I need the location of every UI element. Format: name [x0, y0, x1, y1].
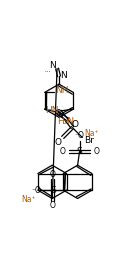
Text: O: O	[50, 201, 56, 210]
Text: H₂N: H₂N	[58, 117, 75, 126]
Text: S: S	[50, 186, 56, 195]
Text: N: N	[49, 61, 56, 70]
Text: O: O	[54, 138, 61, 147]
Text: Na⁺: Na⁺	[84, 128, 99, 138]
Text: O: O	[50, 170, 56, 179]
Text: ⋯: ⋯	[45, 68, 50, 73]
Text: Na⁺: Na⁺	[21, 196, 36, 205]
Text: O: O	[71, 120, 78, 129]
Text: N: N	[60, 71, 67, 80]
Text: O: O	[60, 147, 66, 156]
Text: HN: HN	[45, 106, 59, 115]
Text: ⁻O: ⁻O	[75, 131, 84, 140]
Text: Br: Br	[84, 136, 94, 145]
Text: NH: NH	[56, 86, 69, 95]
Text: S: S	[77, 147, 82, 156]
Text: ⁻O: ⁻O	[31, 186, 41, 195]
Text: O: O	[93, 147, 99, 156]
